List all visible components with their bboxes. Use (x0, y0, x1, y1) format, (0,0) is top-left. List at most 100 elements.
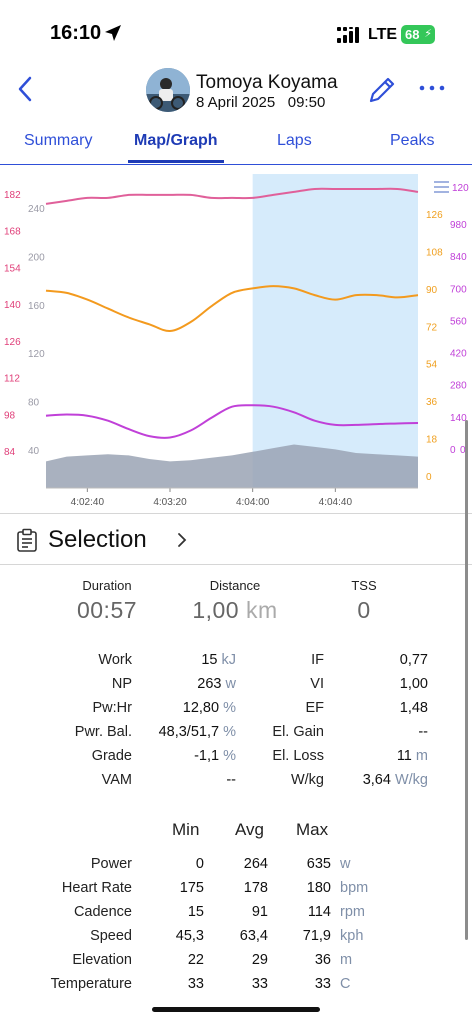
minmax-min-value: 15 (187, 904, 204, 920)
cadence-axis-tick: 18 (426, 435, 438, 446)
activity-graph[interactable]: 182 168 154 140 126 112 98 84 240 200 160 120 80 40 12… (0, 170, 472, 510)
elevation-axis-tick: 160 (28, 301, 45, 312)
stat-value: -- (418, 724, 428, 740)
minmax-row-label: Speed (90, 928, 132, 944)
stat-unit: m (415, 748, 428, 764)
elevation-axis-tick: 240 (28, 204, 45, 215)
minmax-max-value: 33 (314, 976, 331, 992)
minmax-row-label: Cadence (73, 904, 132, 920)
minmax-unit: C (340, 976, 351, 992)
minmax-row-label: Heart Rate (61, 880, 132, 896)
home-indicator[interactable] (152, 1007, 320, 1012)
scrollbar[interactable] (465, 420, 468, 940)
minmax-header: Avg (235, 820, 264, 839)
x-axis-tick-label: 4:04:00 (236, 497, 270, 508)
power-axis-tick: 0 (450, 445, 456, 456)
stat-unit: kJ (221, 652, 237, 668)
power-axis-tick: 280 (450, 381, 467, 392)
signal-icon (337, 27, 359, 43)
stat-label: W/kg (290, 772, 324, 788)
stat-label: Grade (91, 748, 132, 764)
stat-label: VI (310, 676, 324, 692)
stat-value: 12,80 % (182, 700, 236, 716)
stat-value: -1,1 % (194, 748, 236, 764)
minmax-max-value: 36 (314, 952, 331, 968)
back-chevron-icon[interactable] (14, 74, 38, 104)
speed-axis-tick: 120 (452, 183, 469, 194)
tab-peaks[interactable]: Peaks (390, 132, 435, 149)
location-arrow-icon (105, 25, 121, 41)
power-axis-tick: 980 (450, 220, 467, 231)
active-tab-indicator (128, 160, 224, 163)
summary-label: TSS (351, 578, 377, 593)
activity-date: 8 April 2025 (196, 94, 276, 111)
edit-pencil-icon[interactable] (366, 74, 398, 106)
stat-unit: % (223, 724, 236, 740)
summary-value: 0 (357, 597, 371, 623)
tab-bar: Summary Map/Graph Laps Peaks (0, 118, 472, 165)
hr-axis-tick: 154 (4, 263, 21, 274)
activity-time: 09:50 (287, 94, 326, 111)
hr-axis-tick: 140 (4, 300, 21, 311)
activity-header: Tomoya Koyama 8 April 2025 09:50 (0, 64, 472, 118)
hr-axis-tick: 182 (4, 190, 21, 201)
minmax-unit: bpm (340, 880, 369, 896)
stat-value: 48,3/51,7 % (158, 724, 236, 740)
summary-label: Distance (209, 578, 261, 593)
minmax-max-value: 635 (306, 856, 331, 872)
stat-label: EF (305, 700, 324, 716)
series-cadence-line (45, 285, 419, 333)
minmax-min-value: 45,3 (175, 928, 204, 944)
stat-unit: w (225, 676, 236, 692)
battery-icon: 68 ⚡ (401, 25, 435, 44)
elevation-axis-tick: 80 (28, 398, 40, 409)
minmax-row-label: Temperature (50, 976, 132, 992)
minmax-max-value: 71,9 (302, 928, 331, 944)
minmax-row-label: Elevation (72, 952, 132, 968)
minmax-min-value: 22 (187, 952, 204, 968)
elevation-axis-tick: 40 (28, 446, 40, 457)
summary-duration: Duration 00:57 (37, 578, 177, 624)
chevron-right-icon[interactable] (176, 532, 188, 548)
clipboard-icon (17, 528, 37, 552)
hr-axis-tick: 126 (4, 337, 21, 348)
minmax-avg-value: 29 (251, 952, 268, 968)
summary-tss: TSS 0 (294, 578, 434, 624)
tab-laps[interactable]: Laps (277, 132, 312, 149)
summary-value: 00:57 (76, 597, 138, 623)
power-axis-tick: 840 (450, 252, 467, 263)
x-axis-tick-label: 4:03:20 (153, 497, 187, 508)
selection-header[interactable]: Selection (0, 513, 472, 565)
stat-value: 0,77 (399, 652, 428, 668)
tab-summary[interactable]: Summary (24, 132, 93, 149)
tab-map-graph[interactable]: Map/Graph (134, 132, 218, 149)
hr-axis-tick: 168 (4, 227, 21, 238)
power-axis-tick: 420 (450, 349, 467, 360)
status-bar: 16:10 LTE 68 ⚡ (0, 0, 472, 64)
minmax-unit: rpm (340, 904, 365, 920)
stat-label: El. Loss (272, 748, 324, 764)
activity-datetime: 8 April 2025 09:50 (196, 94, 325, 111)
battery-level: 68 (405, 27, 420, 42)
hr-axis-tick: 84 (4, 447, 16, 458)
minmax-row-label: Power (90, 856, 132, 872)
stat-label: Work (98, 652, 132, 668)
stat-unit: % (223, 700, 236, 716)
series-elevation-area (46, 444, 418, 488)
stat-unit: % (223, 748, 236, 764)
selection-title: Selection (48, 526, 147, 553)
stat-value: 263 w (197, 676, 236, 692)
minmax-header: Min (172, 820, 200, 839)
more-options-icon[interactable] (418, 82, 446, 94)
avatar[interactable] (146, 68, 190, 112)
elevation-axis-tick: 120 (28, 349, 45, 360)
status-time: 16:10 (50, 22, 102, 44)
stat-unit: W/kg (394, 772, 428, 788)
summary-value: 1,00 km (192, 597, 278, 623)
minmax-header: Max (296, 820, 329, 839)
minmax-min-value: 175 (179, 880, 204, 896)
chart-menu-icon[interactable] (434, 181, 449, 193)
minmax-unit: w (340, 856, 351, 872)
stat-label: NP (111, 676, 132, 692)
hr-axis-tick: 98 (4, 410, 16, 421)
